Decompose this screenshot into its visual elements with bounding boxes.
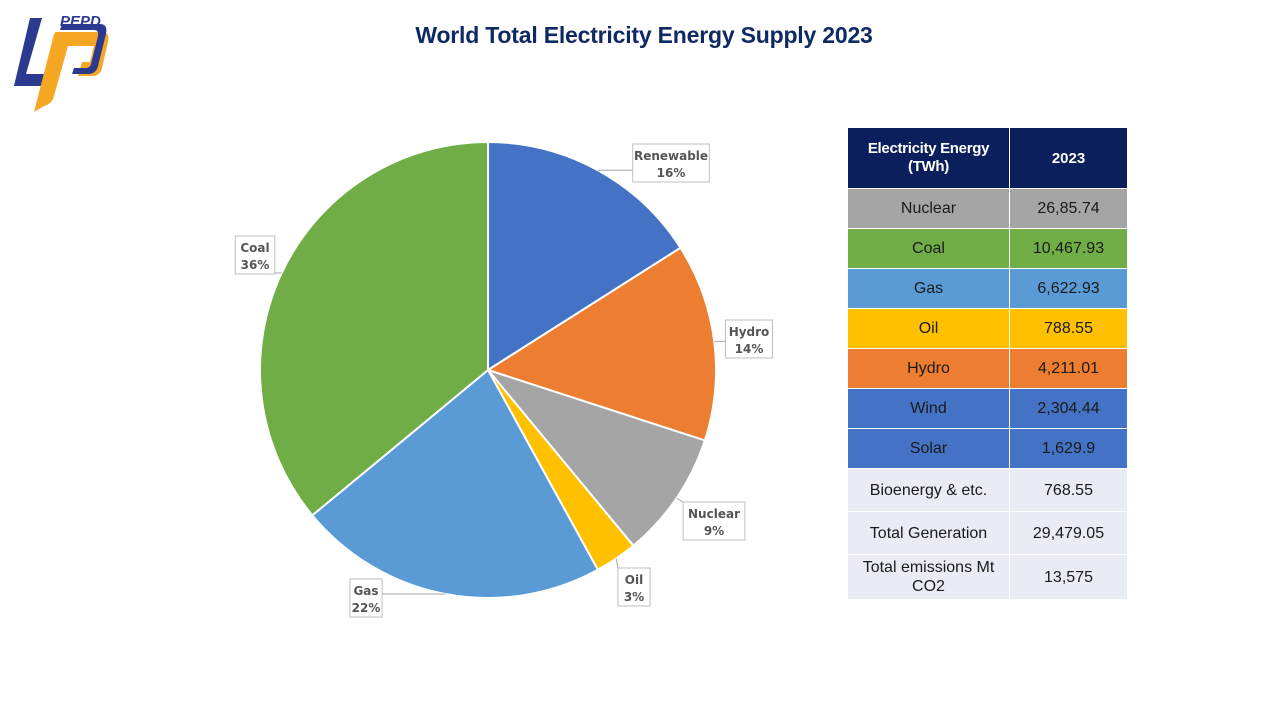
row-label: Coal: [847, 228, 1010, 269]
row-label: Nuclear: [847, 188, 1010, 229]
row-value: 2,304.44: [1009, 388, 1128, 429]
callout-leader-oil: [615, 558, 619, 569]
row-value: 10,467.93: [1009, 228, 1128, 269]
table-header-row: Electricity Energy (TWh) 2023: [847, 127, 1128, 189]
pie-slice-renewable: [487, 140, 682, 372]
row-value: 1,629.9: [1009, 428, 1128, 469]
callout-box-nuclear: [682, 501, 746, 541]
pie-slices: [259, 140, 717, 599]
table-row: Gas 6,622.93: [847, 268, 1128, 309]
row-value: 26,85.74: [1009, 188, 1128, 229]
table-row: Coal 10,467.93: [847, 228, 1128, 269]
callout-label-oil: Oil: [625, 573, 643, 587]
table-row: Total emissions Mt CO2 13,575: [847, 554, 1128, 600]
logo-text: PEPD: [60, 13, 101, 30]
header-energy: Electricity Energy (TWh): [847, 127, 1010, 189]
row-label: Oil: [847, 308, 1010, 349]
row-value: 788.55: [1009, 308, 1128, 349]
callout-box-hydro: [725, 319, 773, 359]
callout-box-coal: [234, 235, 276, 275]
row-value: 768.55: [1009, 468, 1128, 512]
row-label: Gas: [847, 268, 1010, 309]
table-row: Oil 788.55: [847, 308, 1128, 349]
callout-percent-renewable: 16%: [657, 166, 686, 180]
table-row: Hydro 4,211.01: [847, 348, 1128, 389]
table-row: Solar 1,629.9: [847, 428, 1128, 469]
callout-leader-nuclear: [676, 497, 684, 503]
table-row: Bioenergy & etc. 768.55: [847, 468, 1128, 512]
callout-label-renewable: Renewable: [634, 149, 708, 163]
callout-box-renewable: [632, 143, 710, 183]
pie-slice-nuclear: [485, 367, 707, 548]
callout-box-oil: [617, 567, 651, 607]
callout-percent-oil: 3%: [624, 590, 644, 604]
row-label: Total emissions Mt CO2: [847, 554, 1010, 600]
row-value: 29,479.05: [1009, 511, 1128, 555]
page-title: World Total Electricity Energy Supply 20…: [415, 22, 873, 48]
pie-callouts: Renewable 16% Hydro 14% Nuclear 9% Oil 3% Gas 22%…: [234, 143, 773, 618]
row-value: 4,211.01: [1009, 348, 1128, 389]
row-label: Bioenergy & etc.: [847, 468, 1010, 512]
callout-label-hydro: Hydro: [729, 325, 770, 339]
pie-slice-gas: [310, 368, 600, 599]
pie-slice-coal: [259, 140, 489, 517]
callout-percent-coal: 36%: [241, 258, 270, 272]
electricity-table: Electricity Energy (TWh) 2023 Nuclear 26,…: [847, 127, 1128, 600]
table-body: Nuclear 26,85.74 Coal 10,467.93 Gas 6,622.93 O…: [847, 188, 1128, 600]
row-value: 6,622.93: [1009, 268, 1128, 309]
table-row: Total Generation 29,479.05: [847, 511, 1128, 555]
row-label: Solar: [847, 428, 1010, 469]
callout-percent-gas: 22%: [352, 601, 381, 615]
callout-label-nuclear: Nuclear: [688, 507, 740, 521]
row-label: Total Generation: [847, 511, 1010, 555]
callout-percent-hydro: 14%: [735, 342, 764, 356]
row-value: 13,575: [1009, 554, 1128, 600]
table-row: Nuclear 26,85.74: [847, 188, 1128, 229]
row-label: Wind: [847, 388, 1010, 429]
logo-mark: [14, 18, 109, 112]
callout-label-coal: Coal: [240, 241, 269, 255]
callout-label-gas: Gas: [353, 584, 378, 598]
row-label: Hydro: [847, 348, 1010, 389]
pepd-logo: PEPD: [14, 13, 109, 112]
callout-box-gas: [349, 578, 383, 618]
callout-percent-nuclear: 9%: [704, 524, 724, 538]
header-year: 2023: [1009, 127, 1128, 189]
table-row: Wind 2,304.44: [847, 388, 1128, 429]
